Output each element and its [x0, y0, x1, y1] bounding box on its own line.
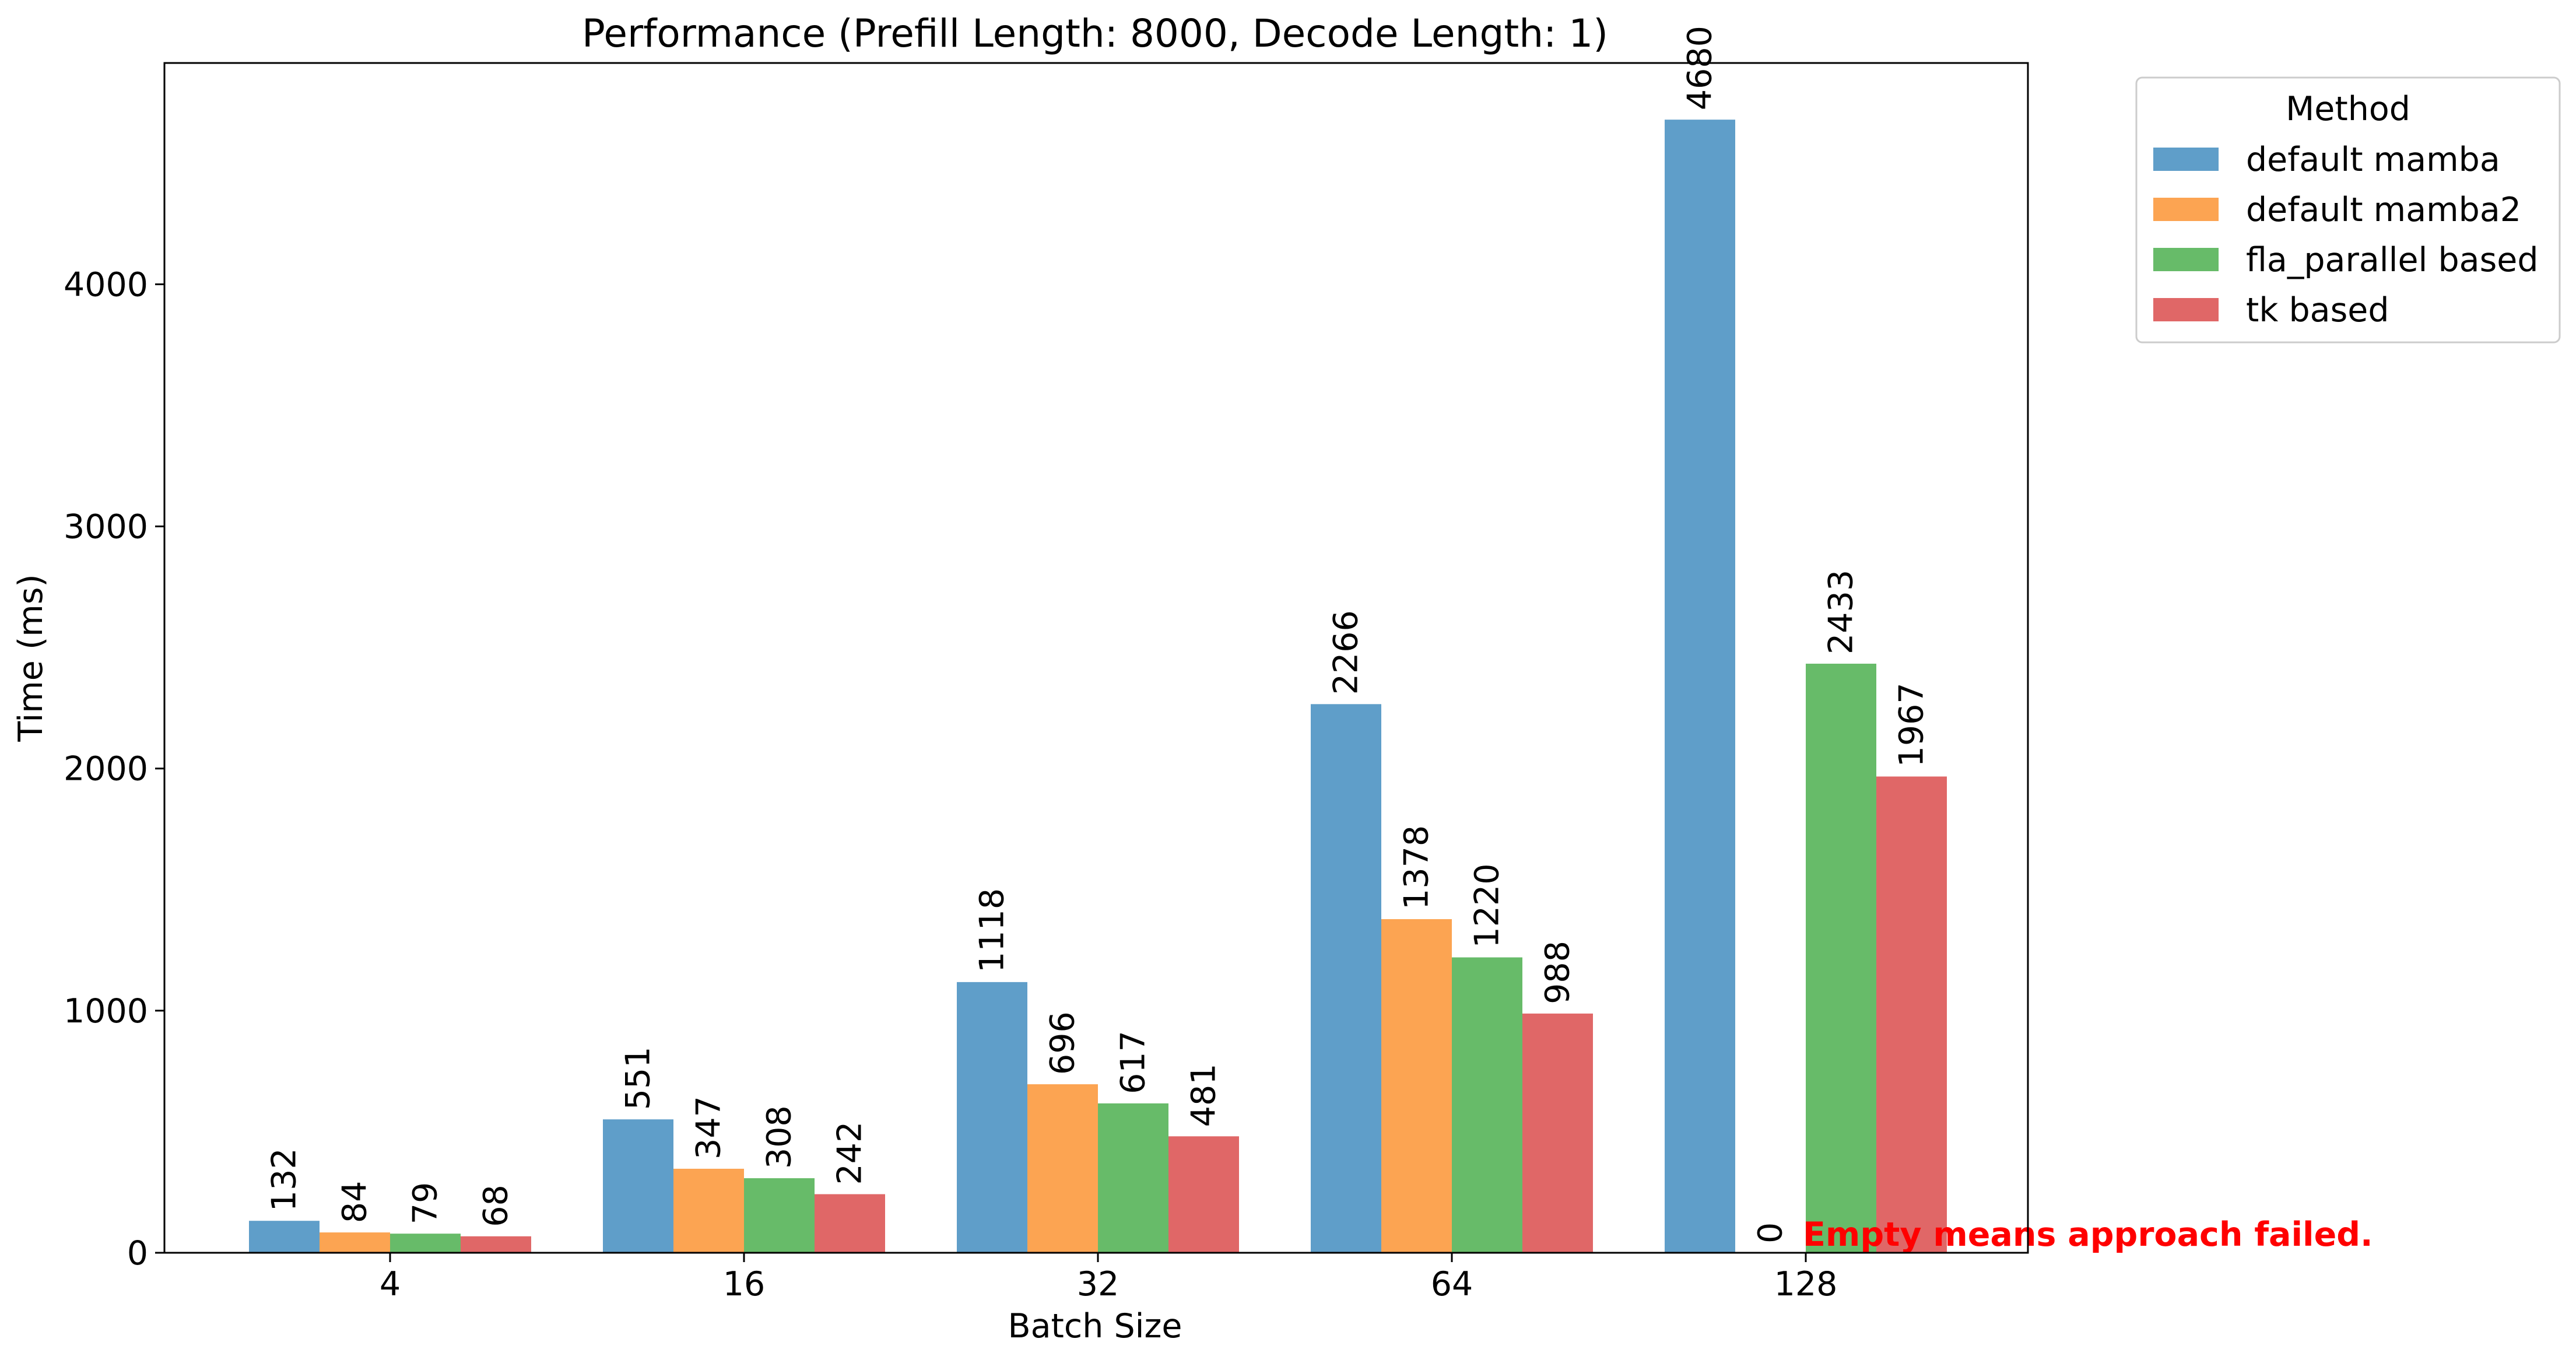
legend-swatch: [2153, 148, 2219, 171]
legend-swatch: [2153, 248, 2219, 271]
bar-default-mamba-16: [603, 1119, 673, 1253]
data-label: 79: [406, 1182, 445, 1225]
data-label: 68: [477, 1185, 515, 1227]
data-label: 2433: [1822, 570, 1861, 654]
data-label: 481: [1185, 1064, 1223, 1127]
data-label: 242: [831, 1122, 869, 1185]
bar-default-mamba2-4: [320, 1232, 390, 1253]
plot-frame: [163, 62, 2029, 1254]
bar-fla-parallel-based-32: [1098, 1103, 1168, 1253]
legend-entry: tk based: [2246, 291, 2389, 330]
data-label: 0: [1752, 1222, 1790, 1243]
legend-entry: fla_parallel based: [2246, 241, 2539, 279]
data-label: 347: [690, 1096, 728, 1159]
bar-tk-based-128: [1876, 776, 1947, 1253]
failure-note: Empty means approach failed.: [1803, 1215, 2373, 1254]
y-tick-label: 4000: [64, 265, 148, 304]
data-label: 551: [619, 1046, 658, 1110]
chart-title: Performance (Prefill Length: 8000, Decod…: [582, 11, 1608, 56]
bar-tk-based-32: [1168, 1136, 1239, 1253]
bar-default-mamba-64: [1311, 704, 1381, 1253]
y-tick-label: 0: [127, 1234, 148, 1273]
bar-tk-based-16: [815, 1194, 885, 1253]
bar-tk-based-4: [461, 1236, 531, 1253]
bar-fla-parallel-based-128: [1806, 663, 1876, 1253]
bar-fla-parallel-based-16: [744, 1178, 815, 1253]
x-tick-label: 16: [723, 1265, 766, 1304]
y-axis-label: Time (ms): [12, 574, 50, 742]
data-label: 1220: [1468, 863, 1507, 948]
x-axis-label: Batch Size: [1008, 1307, 1182, 1346]
x-tick-label: 4: [380, 1265, 401, 1304]
bar-tk-based-64: [1522, 1013, 1593, 1253]
bar-default-mamba-32: [957, 982, 1027, 1253]
data-label: 308: [760, 1105, 799, 1169]
data-label: 84: [336, 1181, 374, 1224]
legend-entry: default mamba2: [2246, 191, 2521, 229]
x-tick-label: 64: [1431, 1265, 1473, 1304]
x-tick-label: 128: [1774, 1265, 1838, 1304]
bar-default-mamba2-16: [673, 1168, 744, 1253]
bar-default-mamba2-32: [1027, 1084, 1098, 1253]
legend-box: [2135, 76, 2561, 344]
legend: Method default mamba default mamba2 fla_par…: [2135, 76, 2561, 344]
data-label: 2266: [1327, 610, 1366, 695]
y-tick-label: 1000: [64, 992, 148, 1031]
legend-swatch: [2153, 198, 2219, 221]
legend-title: Method: [2286, 90, 2410, 128]
data-label: 1378: [1398, 825, 1436, 910]
data-label: 696: [1044, 1011, 1082, 1075]
legend-entry: default mamba: [2246, 141, 2500, 179]
data-label: 132: [265, 1148, 304, 1211]
bar-default-mamba2-64: [1381, 919, 1452, 1253]
data-label: 1967: [1893, 682, 1931, 767]
y-tick-label: 2000: [64, 750, 148, 789]
x-tick-label: 32: [1077, 1265, 1119, 1304]
bar-fla-parallel-based-4: [390, 1234, 461, 1253]
legend-swatch: [2153, 298, 2219, 321]
data-label: 617: [1114, 1031, 1153, 1094]
data-label: 988: [1539, 941, 1577, 1004]
bar-default-mamba-4: [249, 1221, 320, 1253]
data-label: 4680: [1681, 26, 1719, 110]
plot-area: 0 1000 2000 3000 4000 132 84 79 68 4 551 347 308 242 1…: [64, 26, 2373, 1304]
data-label: 1118: [973, 888, 1012, 973]
bar-default-mamba-128: [1665, 120, 1735, 1253]
y-tick-label: 3000: [64, 508, 148, 546]
bar-fla-parallel-based-64: [1452, 957, 1522, 1253]
